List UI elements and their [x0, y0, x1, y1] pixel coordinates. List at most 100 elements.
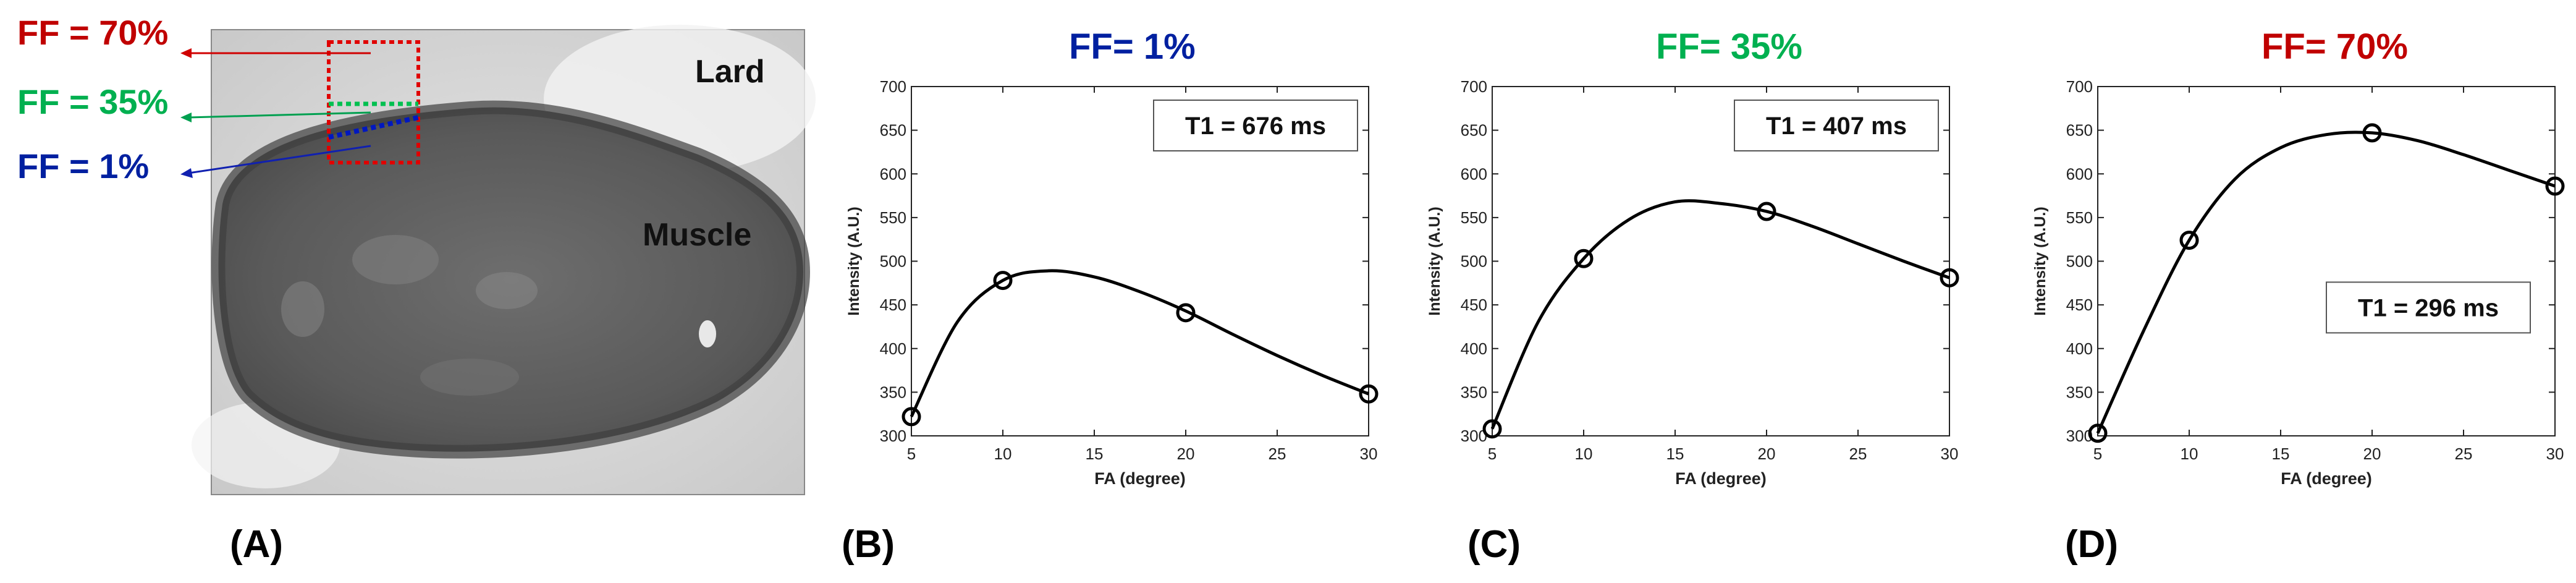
arrow-35: [188, 111, 371, 119]
x-tick-label: 25: [2455, 445, 2473, 463]
y-tick-label: 350: [2066, 383, 2093, 401]
mri-image: [180, 25, 816, 495]
data-point: [1482, 419, 1502, 439]
y-tick-label: 550: [880, 208, 906, 227]
data-point: [2179, 231, 2199, 250]
data-point: [1757, 202, 1776, 221]
arrowhead-70: [180, 48, 192, 58]
data-point: [1176, 303, 1196, 323]
tissue-texture: [420, 359, 519, 396]
x-tick-label: 5: [1488, 445, 1497, 463]
y-tick-label: 450: [1461, 296, 1487, 314]
x-axis-label: FA (degree): [1094, 469, 1186, 488]
roi-1-line: [328, 115, 419, 140]
annotation-box: [2326, 281, 2531, 334]
x-tick-label: 15: [1666, 445, 1684, 463]
chart-d: 5 10 15 20 25 30 300 350 400 450 500 550 600 650 700 FA…: [2032, 77, 2565, 488]
x-tick-label: 15: [1086, 445, 1104, 463]
y-axis-label: Intensity (A.U.): [2032, 206, 2049, 315]
chart-title-c: FF= 35%: [1656, 27, 1802, 67]
y-tick-label: 600: [2066, 164, 2093, 183]
fit-curve: [910, 269, 1369, 418]
data-point: [2088, 423, 2108, 443]
x-tick-label: 20: [1177, 445, 1195, 463]
data-point: [1359, 384, 1379, 404]
arrow-1: [188, 145, 371, 174]
annotation-text: T1 = 676 ms: [1185, 113, 1326, 140]
panel-label-b: (B): [842, 523, 895, 566]
tissue-texture: [281, 281, 324, 337]
y-tick-label: 400: [880, 339, 906, 358]
data-point: [1940, 268, 1959, 287]
annotation-box: [1153, 100, 1358, 151]
x-tick-label: 5: [907, 445, 916, 463]
tissue-texture: [352, 235, 439, 284]
arrowhead-35: [180, 113, 192, 122]
x-tick-label: 30: [1941, 445, 1959, 463]
ff-70-label: FF = 70%: [17, 13, 169, 52]
y-tick-label: 450: [880, 296, 906, 314]
ff-35-label: FF = 35%: [17, 82, 169, 121]
y-tick-label: 600: [880, 164, 906, 183]
data-point: [2545, 176, 2565, 196]
ff-1-label: FF = 1%: [17, 147, 150, 185]
y-axis-label: Intensity (A.U.): [845, 206, 863, 315]
lard-label: Lard: [695, 54, 765, 90]
chart-c: 5 10 15 20 25 30300350400450500550600650700FA…: [1426, 77, 1959, 488]
y-tick-label: 350: [880, 383, 906, 401]
y-tick-label: 700: [1461, 77, 1487, 96]
y-tick-label: 500: [1461, 252, 1487, 271]
bright-spot: [699, 320, 716, 347]
panel-label-d: (D): [2065, 523, 2119, 566]
y-tick-label: 400: [2066, 339, 2093, 358]
data-point: [993, 271, 1013, 291]
chart-b: 5 10 15 20 25 30 300 350 400 450 500 550 600 650 700 FA…: [845, 77, 1379, 488]
x-tick-label: 30: [1360, 445, 1378, 463]
plot-area: [2097, 86, 2556, 436]
y-tick-label: 550: [1461, 208, 1487, 227]
x-tick-label: 10: [994, 445, 1012, 463]
y-tick-label: 450: [2066, 296, 2093, 314]
x-axis-label: FA (degree): [2281, 469, 2372, 488]
x-tick-label: 25: [1269, 445, 1286, 463]
y-tick-label: 350: [1461, 383, 1487, 401]
chart-title-d: FF= 70%: [2261, 27, 2408, 67]
x-tick-label: 10: [1575, 445, 1593, 463]
y-tick-label: 550: [2066, 208, 2093, 227]
data-point: [902, 407, 921, 427]
fit-curve: [2096, 130, 2556, 434]
data-point: [2362, 123, 2382, 143]
fit-curve: [1490, 199, 1950, 430]
x-tick-label: 30: [2546, 445, 2564, 463]
data-point: [1574, 249, 1594, 268]
x-axis-label: FA (degree): [1675, 469, 1767, 488]
y-tick-label: 400: [1461, 339, 1487, 358]
y-tick-label: 650: [2066, 121, 2093, 140]
x-tick-label: 10: [2181, 445, 2198, 463]
annotation-text: T1 = 407 ms: [1766, 113, 1907, 140]
x-tick-label: 15: [2272, 445, 2290, 463]
x-tick-label: 20: [1758, 445, 1776, 463]
y-tick-label: 500: [2066, 252, 2093, 271]
chart-title-b: FF= 1%: [1069, 27, 1196, 67]
panel-label-a: (A): [230, 523, 284, 566]
x-tick-label: 25: [1849, 445, 1867, 463]
y-tick-label: 700: [880, 77, 906, 96]
panel-label-c: (C): [1467, 523, 1521, 566]
muscle-border: [211, 100, 811, 459]
y-tick-label: 500: [880, 252, 906, 271]
arrowhead-1: [180, 168, 193, 178]
y-axis-label: Intensity (A.U.): [1426, 206, 1443, 315]
tissue-texture: [476, 272, 538, 309]
annotation-text: T1 = 296 ms: [2358, 294, 2499, 321]
y-tick-label: 650: [1461, 121, 1487, 140]
y-tick-label: 300: [880, 427, 906, 445]
y-tick-label: 600: [1461, 164, 1487, 183]
y-tick-label: 300: [2066, 427, 2093, 445]
muscle-label: Muscle: [643, 217, 752, 253]
x-tick-label: 5: [2093, 445, 2102, 463]
annotation-box: [1734, 100, 1939, 151]
y-tick-label: 700: [2066, 77, 2093, 96]
y-tick-label: 650: [880, 121, 906, 140]
x-tick-label: 20: [2363, 445, 2381, 463]
